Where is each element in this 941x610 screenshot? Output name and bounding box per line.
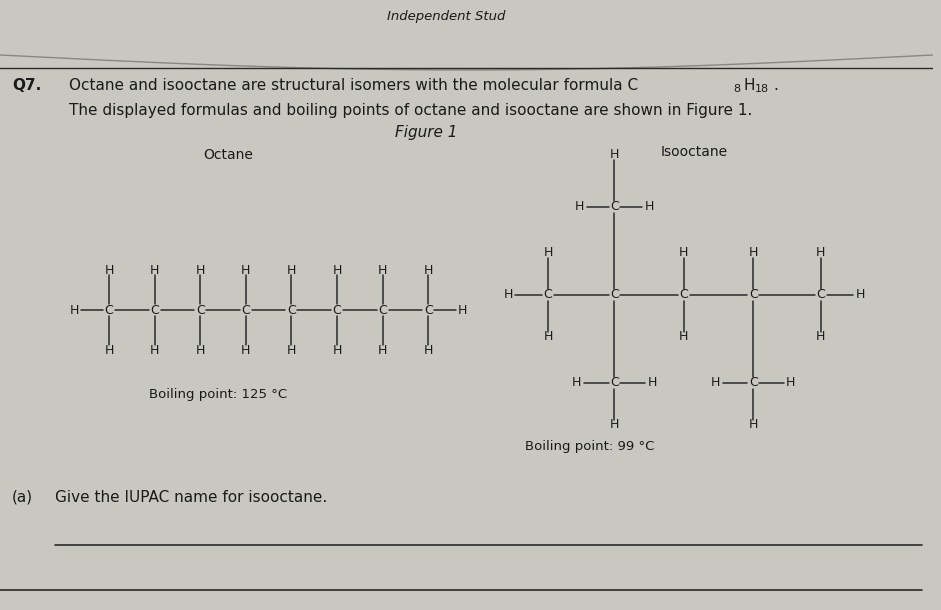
Text: H: H [423,264,433,276]
Text: C: C [423,304,433,317]
Text: (a): (a) [12,490,33,505]
Text: Q7.: Q7. [12,78,41,93]
Text: H: H [458,304,468,317]
Text: C: C [104,304,114,317]
Text: H: H [749,418,758,431]
Text: H: H [543,331,552,343]
Text: H: H [647,376,657,390]
Text: H: H [378,343,388,356]
Text: H: H [332,343,342,356]
Text: 18: 18 [756,84,770,94]
Text: H: H [104,343,114,356]
Text: C: C [749,289,758,301]
Text: C: C [151,304,159,317]
Text: Independent Stud: Independent Stud [387,10,505,23]
Text: Boiling point: 125 °C: Boiling point: 125 °C [149,388,287,401]
Text: Octane and isooctane are structural isomers with the molecular formula C: Octane and isooctane are structural isom… [70,78,639,93]
Text: H: H [572,376,582,390]
Text: C: C [287,304,295,317]
Text: H: H [816,246,825,259]
Text: C: C [332,304,342,317]
Text: Boiling point: 99 °C: Boiling point: 99 °C [525,440,655,453]
Text: H: H [503,289,513,301]
Text: Octane: Octane [203,148,253,162]
Text: .: . [774,78,778,93]
Text: H: H [855,289,865,301]
Text: H: H [332,264,342,276]
Text: H: H [679,331,689,343]
Text: The displayed formulas and boiling points of octane and isooctane are shown in F: The displayed formulas and boiling point… [70,103,753,118]
Text: H: H [196,343,205,356]
Text: H: H [287,264,296,276]
Text: H: H [104,264,114,276]
Text: H: H [679,246,689,259]
Text: C: C [679,289,688,301]
Text: C: C [196,304,204,317]
Text: H: H [610,148,619,162]
Text: H: H [710,376,720,390]
Text: C: C [610,201,619,213]
Text: H: H [70,304,79,317]
Text: H: H [749,246,758,259]
Text: C: C [544,289,552,301]
Text: Give the IUPAC name for isooctane.: Give the IUPAC name for isooctane. [55,490,327,505]
Text: C: C [816,289,825,301]
Text: Isooctane: Isooctane [661,145,727,159]
Text: H: H [241,264,250,276]
Text: H: H [743,78,755,93]
Text: Figure 1: Figure 1 [395,125,457,140]
Text: C: C [242,304,250,317]
Text: H: H [787,376,795,390]
Text: H: H [378,264,388,276]
Text: C: C [749,376,758,390]
Text: 8: 8 [733,84,741,94]
Text: C: C [610,289,619,301]
Text: H: H [645,201,654,213]
Text: H: H [196,264,205,276]
Text: H: H [150,264,159,276]
Text: H: H [575,201,584,213]
Text: H: H [610,418,619,431]
Text: H: H [543,246,552,259]
Text: C: C [378,304,387,317]
Text: H: H [423,343,433,356]
Text: H: H [287,343,296,356]
Text: H: H [816,331,825,343]
Text: C: C [610,376,619,390]
Text: H: H [150,343,159,356]
Text: H: H [241,343,250,356]
